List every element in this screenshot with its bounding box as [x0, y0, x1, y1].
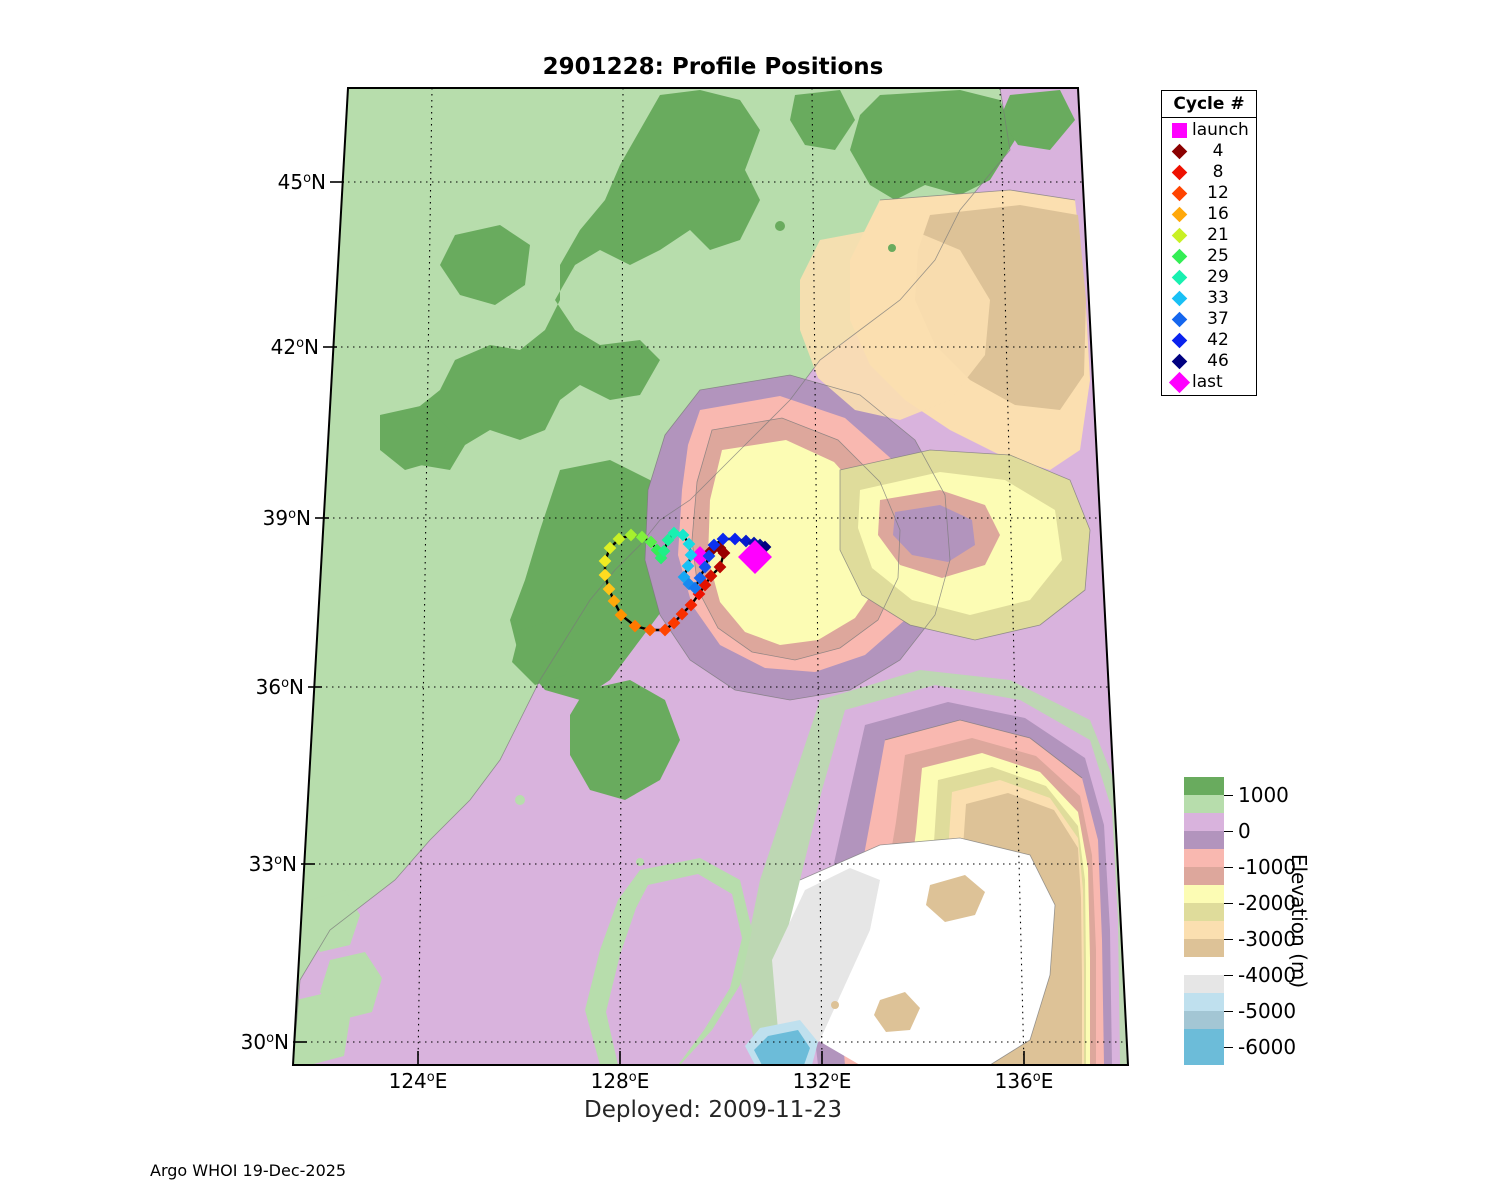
lat-tick-36N: 36oN [255, 675, 304, 699]
cycle-legend-row: 21 [1162, 225, 1256, 246]
map-gridlines [293, 88, 1126, 1065]
cycle-marker-icon [1168, 309, 1190, 330]
cycle-legend-row: last [1162, 371, 1256, 394]
cycle-legend-label: 29 [1207, 267, 1229, 287]
cycle-legend-label: 46 [1207, 351, 1229, 371]
colorbar-tick-label: -2000 [1238, 891, 1297, 915]
colorbar-band [1184, 939, 1224, 957]
colorbar-tick [1224, 939, 1233, 940]
lat-tick-33N: 33oN [248, 852, 297, 876]
lon-tick-marks [417, 1051, 1025, 1065]
colorbar-tick-label: -1000 [1238, 855, 1297, 879]
deployed-date-label: Deployed: 2009-11-23 [583, 1097, 842, 1123]
cycle-legend-label: 12 [1207, 183, 1229, 203]
cycle-marker-icon [1168, 330, 1190, 351]
colorbar-axis-label: Elevation (m) [1287, 853, 1311, 989]
cycle-marker-icon [1168, 267, 1190, 288]
cycle-marker-icon [1168, 120, 1190, 141]
cycle-legend-row: 42 [1162, 330, 1256, 351]
page-title: 2901228: Profile Positions [542, 54, 884, 80]
colorbar-tick [1224, 831, 1233, 832]
cycle-legend-label: 21 [1207, 225, 1229, 245]
cycle-legend-items: launch 4 8 12 16 21 25 29 33 37 42 46 last [1162, 118, 1256, 395]
cycle-legend-label: last [1192, 372, 1223, 392]
cycle-legend: Cycle # launch 4 8 12 16 21 25 29 33 37 42 46 last [1161, 90, 1257, 396]
cycle-marker-icon [1168, 288, 1190, 309]
colorbar-tick [1224, 795, 1233, 796]
colorbar-band [1184, 867, 1224, 885]
cycle-legend-label: 37 [1207, 309, 1229, 329]
colorbar-tick-label: -5000 [1238, 999, 1297, 1023]
colorbar-tick [1224, 903, 1233, 904]
colorbar-band [1184, 903, 1224, 921]
colorbar-band [1184, 777, 1224, 795]
cycle-legend-row: 29 [1162, 267, 1256, 288]
colorbar-tick-label: -6000 [1238, 1035, 1297, 1059]
colorbar-band [1184, 795, 1224, 813]
cycle-legend-row: 25 [1162, 246, 1256, 267]
cycle-legend-row: 46 [1162, 351, 1256, 372]
colorbar-tick-label: 1000 [1238, 783, 1289, 807]
colorbar-band [1184, 849, 1224, 867]
lat-tick-30N: 30oN [240, 1030, 289, 1054]
colorbar-tick [1224, 975, 1233, 976]
cycle-marker-icon [1168, 162, 1190, 183]
colorbar-tick-label: 0 [1238, 819, 1251, 843]
lat-tick-39N: 39oN [262, 506, 311, 530]
cycle-marker-icon [1168, 371, 1190, 394]
cycle-legend-label: 8 [1212, 162, 1224, 182]
lon-tick-132E: 132oE [792, 1069, 852, 1093]
cycle-legend-row: 16 [1162, 204, 1256, 225]
cycle-legend-title: Cycle # [1162, 91, 1256, 118]
cycle-legend-label: launch [1192, 120, 1249, 140]
colorbar-tick [1224, 867, 1233, 868]
cycle-legend-label: 25 [1207, 246, 1229, 266]
cycle-legend-label: 42 [1207, 330, 1229, 350]
lon-tick-124E: 124oE [388, 1069, 448, 1093]
colorbar-tick-label: -3000 [1238, 927, 1297, 951]
lat-tick-45N: 45oN [277, 170, 326, 194]
cycle-marker-icon [1168, 204, 1190, 225]
colorbar-tick-label: -4000 [1238, 963, 1297, 987]
lat-tick-42N: 42oN [270, 335, 319, 359]
colorbar-band [1184, 975, 1224, 993]
lat-tick-marks [293, 181, 344, 1043]
cycle-marker-icon [1168, 141, 1190, 162]
cycle-marker-icon [1168, 351, 1190, 372]
colorbar-tick [1224, 1047, 1233, 1048]
footer-credit: Argo WHOI 19-Dec-2025 [150, 1161, 347, 1180]
colorbar-band [1184, 921, 1224, 939]
colorbar-band [1184, 813, 1224, 831]
cycle-legend-row: launch [1162, 120, 1256, 141]
colorbar-band [1184, 885, 1224, 903]
cycle-marker-icon [1168, 246, 1190, 267]
cycle-legend-row: 33 [1162, 288, 1256, 309]
cycle-legend-label: 33 [1207, 288, 1229, 308]
lon-tick-136E: 136oE [994, 1069, 1054, 1093]
colorbar-band [1184, 993, 1224, 1011]
cycle-legend-row: 37 [1162, 309, 1256, 330]
cycle-legend-row: 4 [1162, 141, 1256, 162]
cycle-legend-row: 8 [1162, 162, 1256, 183]
colorbar-band [1184, 1029, 1224, 1065]
colorbar-tick [1224, 1011, 1233, 1012]
cycle-marker-icon [1168, 183, 1190, 204]
cycle-marker-icon [1168, 225, 1190, 246]
map-frame [291, 87, 1130, 1066]
cycle-legend-label: 4 [1212, 141, 1224, 161]
colorbar-band [1184, 957, 1224, 975]
elevation-colorbar [1184, 777, 1224, 1065]
colorbar-band [1184, 1011, 1224, 1029]
colorbar-band [1184, 831, 1224, 849]
cycle-legend-row: 12 [1162, 183, 1256, 204]
cycle-legend-label: 16 [1207, 204, 1229, 224]
colorbar-tick-marks [1224, 777, 1236, 1065]
lon-tick-128E: 128oE [590, 1069, 650, 1093]
